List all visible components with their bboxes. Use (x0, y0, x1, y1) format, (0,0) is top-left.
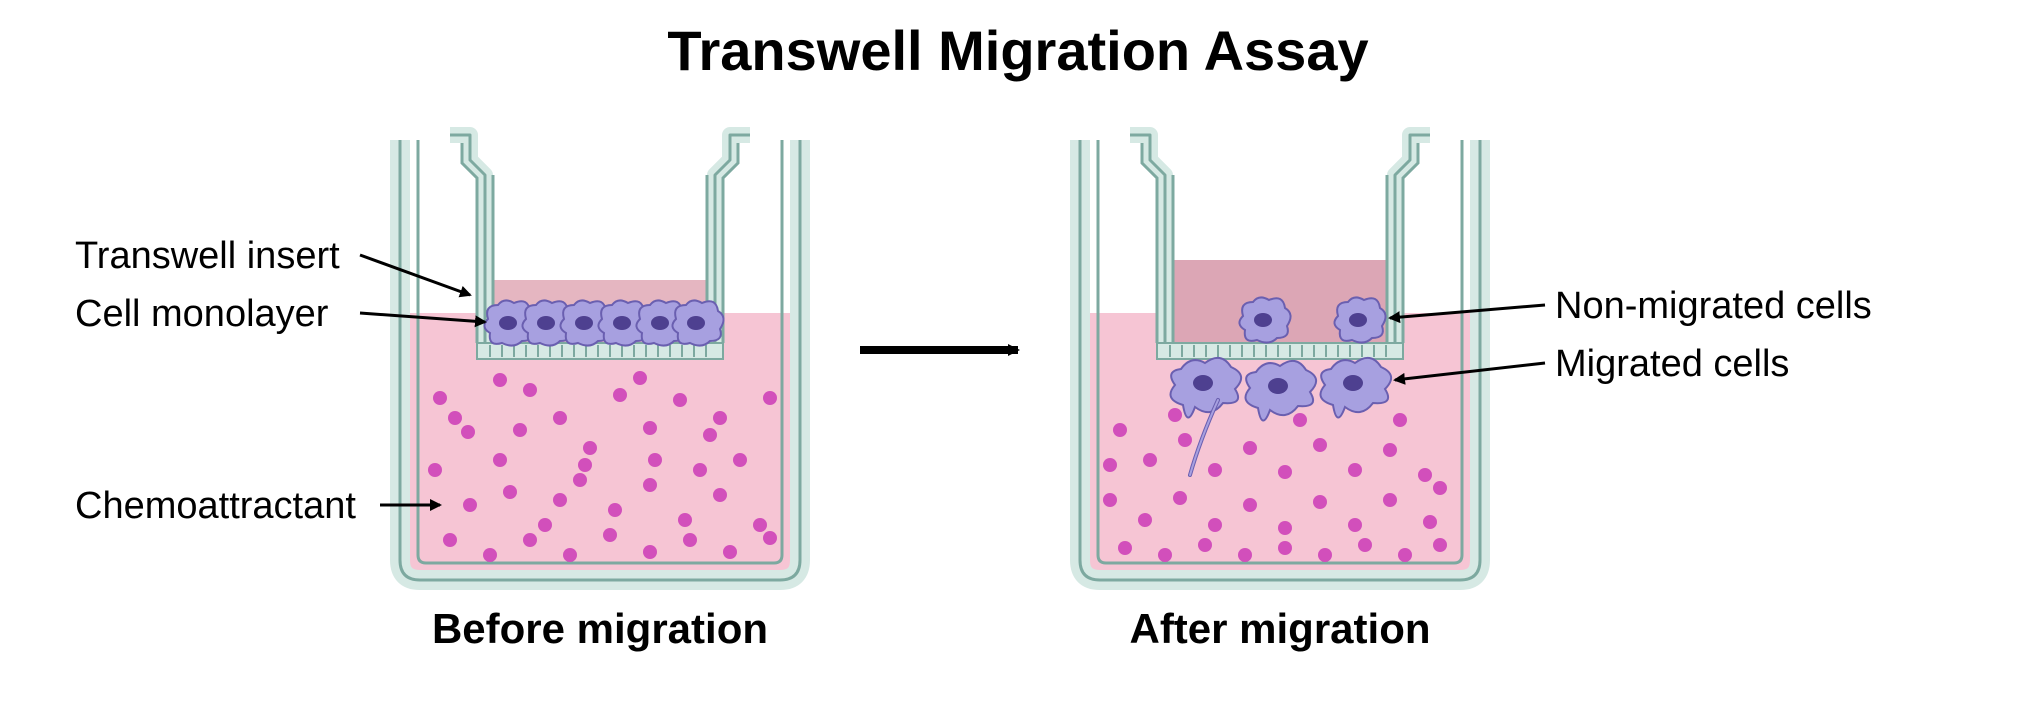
chemoattractant-dot (583, 441, 597, 455)
chemoattractant-dot (553, 411, 567, 425)
chemoattractant-dot (461, 425, 475, 439)
chemoattractant-dot (608, 503, 622, 517)
chemoattractant-dot (1383, 493, 1397, 507)
chemoattractant-dot (1358, 538, 1372, 552)
chemoattractant-dot (553, 493, 567, 507)
chemoattractant-dot (1243, 441, 1257, 455)
chemoattractant-dot (1423, 515, 1437, 529)
chemoattractant-dot (503, 485, 517, 499)
chemoattractant-dot (723, 545, 737, 559)
chemoattractant-dot (1208, 463, 1222, 477)
chemoattractant-dot (1243, 498, 1257, 512)
chemoattractant-dot (713, 488, 727, 502)
chemoattractant-dot (648, 453, 662, 467)
chemoattractant-dot (1348, 518, 1362, 532)
chemoattractant-dot (1173, 491, 1187, 505)
chemoattractant-dot (563, 548, 577, 562)
chemoattractant-dot (483, 548, 497, 562)
chemoattractant-dot (1313, 438, 1327, 452)
chemoattractant-dot (1178, 433, 1192, 447)
chemoattractant-dot (1398, 548, 1412, 562)
chemoattractant-dot (523, 383, 537, 397)
chemoattractant-dot (643, 545, 657, 559)
chemoattractant-dot (433, 391, 447, 405)
chemoattractant-dot (1118, 541, 1132, 555)
chemoattractant-dot (763, 531, 777, 545)
chemoattractant-dot (683, 533, 697, 547)
chemoattractant-dot (1293, 413, 1307, 427)
chemoattractant-dot (428, 463, 442, 477)
chemoattractant-dot (1418, 468, 1432, 482)
chemoattractant-dot (643, 478, 657, 492)
chemoattractant-dot (1433, 538, 1447, 552)
chemoattractant-dot (1138, 513, 1152, 527)
chemoattractant-dot (1103, 458, 1117, 472)
chemoattractant-dot (703, 428, 717, 442)
chemoattractant-dot (643, 421, 657, 435)
chemoattractant-dot (493, 453, 507, 467)
chemoattractant-dot (1168, 408, 1182, 422)
chemoattractant-dot (603, 528, 617, 542)
chemoattractant-dot (1278, 465, 1292, 479)
chemoattractant-dot (1278, 541, 1292, 555)
assay-diagram (0, 0, 2036, 701)
chemoattractant-dot (513, 423, 527, 437)
after-membrane (1157, 343, 1403, 359)
chemoattractant-dot (538, 518, 552, 532)
chemoattractant-dot (753, 518, 767, 532)
chemoattractant-dot (443, 533, 457, 547)
chemoattractant-dot (1208, 518, 1222, 532)
chemoattractant-dot (693, 463, 707, 477)
chemoattractant-dot (678, 513, 692, 527)
chemoattractant-dot (1113, 423, 1127, 437)
chemoattractant-dot (1383, 443, 1397, 457)
chemoattractant-dot (448, 411, 462, 425)
chemoattractant-dot (1348, 463, 1362, 477)
chemoattractant-dot (1198, 538, 1212, 552)
chemoattractant-dot (1433, 481, 1447, 495)
chemoattractant-dot (1103, 493, 1117, 507)
chemoattractant-dot (1143, 453, 1157, 467)
chemoattractant-dot (1313, 495, 1327, 509)
chemoattractant-dot (713, 411, 727, 425)
chemoattractant-dot (763, 391, 777, 405)
before-cell-monolayer (484, 300, 723, 345)
before-well-group (400, 135, 800, 580)
arrow-transwell-insert (360, 255, 470, 295)
chemoattractant-dot (463, 498, 477, 512)
after-well-group (1080, 135, 1480, 580)
chemoattractant-dot (1318, 548, 1332, 562)
chemoattractant-dot (1393, 413, 1407, 427)
chemoattractant-dot (1238, 548, 1252, 562)
chemoattractant-dot (1158, 548, 1172, 562)
chemoattractant-dot (523, 533, 537, 547)
chemoattractant-dot (493, 373, 507, 387)
chemoattractant-dot (733, 453, 747, 467)
chemoattractant-dot (633, 371, 647, 385)
chemoattractant-dot (613, 388, 627, 402)
chemoattractant-dot (573, 473, 587, 487)
chemoattractant-dot (578, 458, 592, 472)
chemoattractant-dot (1278, 521, 1292, 535)
chemoattractant-dot (673, 393, 687, 407)
